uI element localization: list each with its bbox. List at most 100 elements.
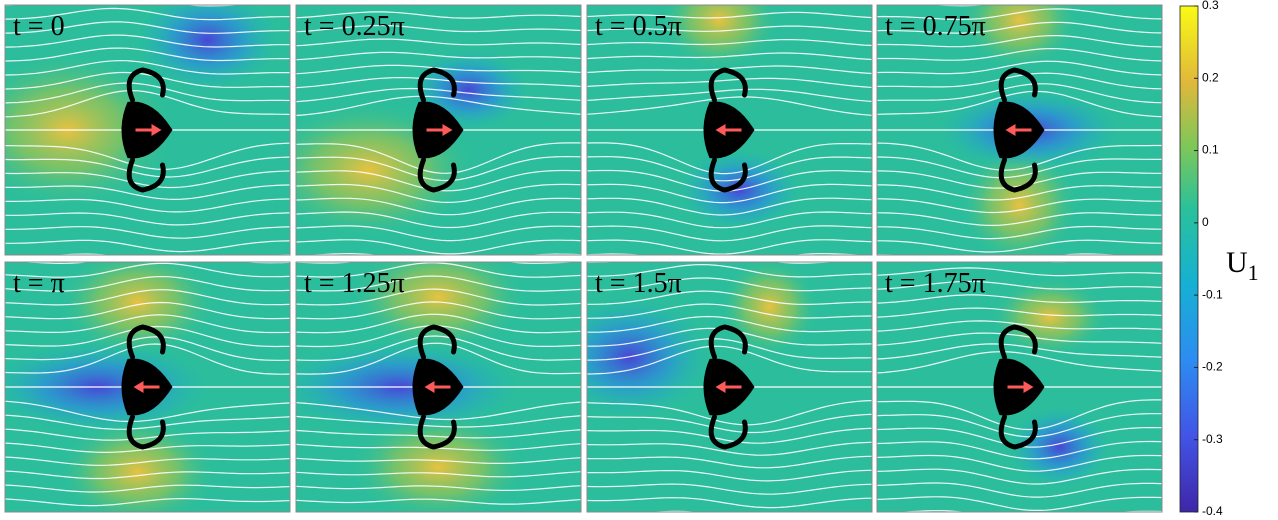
streamline xyxy=(5,414,290,430)
panel-frame xyxy=(4,261,291,513)
streamline xyxy=(5,47,290,62)
streamline xyxy=(877,440,1162,460)
field-blob xyxy=(57,262,218,357)
streamline xyxy=(5,21,290,34)
streamline xyxy=(877,294,1162,304)
appendage xyxy=(417,414,457,450)
appendage xyxy=(126,157,166,193)
streamline xyxy=(587,142,872,175)
panel xyxy=(5,5,290,255)
streamline xyxy=(5,442,290,453)
streamline xyxy=(5,71,290,90)
appendage xyxy=(417,324,457,360)
streamline xyxy=(587,239,872,255)
streamline xyxy=(296,262,581,278)
streamline xyxy=(877,156,1162,179)
streamline xyxy=(877,351,1162,374)
field-blob xyxy=(989,277,1110,357)
streamline xyxy=(877,170,1162,189)
colorbar-label-main: U xyxy=(1226,246,1248,279)
streamline xyxy=(587,399,872,426)
panel xyxy=(587,262,872,512)
direction-arrowhead xyxy=(133,381,144,393)
appendage xyxy=(998,324,1038,360)
streamline xyxy=(877,468,1162,485)
streamline xyxy=(5,34,290,48)
streamline xyxy=(296,301,581,320)
streamline xyxy=(296,87,581,103)
panel-label: t = π xyxy=(13,268,65,299)
streamline xyxy=(877,212,1162,227)
streamline xyxy=(877,35,1162,48)
appendage xyxy=(126,324,166,360)
appendage xyxy=(126,67,166,103)
streamline xyxy=(877,90,1162,118)
appendage xyxy=(417,67,457,103)
direction-arrowhead xyxy=(151,124,162,136)
streamline xyxy=(296,24,581,33)
panel-label: t = 0.5π xyxy=(595,11,682,42)
appendage xyxy=(708,157,748,193)
streamline xyxy=(5,7,290,21)
panel-frame xyxy=(876,4,1163,256)
streamline xyxy=(296,262,581,264)
streamline xyxy=(877,47,1162,62)
streamline xyxy=(296,225,581,242)
colorbar-tick-label: -0.2 xyxy=(1202,360,1223,374)
streamline xyxy=(296,183,581,204)
streamline xyxy=(296,401,581,421)
colorbar-tick-label: 0 xyxy=(1202,215,1209,229)
appendage xyxy=(708,324,748,360)
appendage xyxy=(417,157,457,193)
streamline xyxy=(587,263,872,278)
colorbar-tick-label: 0.2 xyxy=(1202,70,1219,84)
streamline xyxy=(877,198,1162,214)
streamline xyxy=(587,427,872,444)
streamline xyxy=(587,88,872,103)
streamline xyxy=(296,415,581,428)
appendage xyxy=(708,414,748,450)
streamline xyxy=(5,498,290,507)
panel-frame xyxy=(4,4,291,256)
streamline xyxy=(877,83,1162,104)
panel-label: t = 0 xyxy=(13,11,65,42)
colorbar-label: U1 xyxy=(1226,246,1259,285)
streamline xyxy=(587,345,872,375)
streamline xyxy=(296,342,581,375)
direction-arrowhead xyxy=(1005,124,1016,136)
appendage xyxy=(126,414,166,450)
streamline xyxy=(5,301,290,320)
colorbar-label-sub: 1 xyxy=(1248,260,1259,285)
streamline xyxy=(587,277,872,292)
panel-frame xyxy=(876,261,1163,513)
streamline xyxy=(296,95,581,117)
streamline xyxy=(587,211,872,229)
streamline xyxy=(877,332,1162,346)
colorbar-tick-label: -0.4 xyxy=(1202,504,1223,518)
streamline xyxy=(587,25,872,33)
streamline xyxy=(587,11,872,19)
streamline xyxy=(587,497,872,509)
streamline xyxy=(5,89,290,118)
streamline xyxy=(5,239,290,253)
streamline xyxy=(296,429,581,439)
direction-arrowhead xyxy=(715,381,726,393)
panel-frame xyxy=(295,4,582,256)
streamline xyxy=(296,38,581,47)
streamline xyxy=(296,239,581,255)
streamline xyxy=(296,142,581,174)
appendage xyxy=(998,414,1038,450)
streamline xyxy=(877,343,1162,360)
streamline xyxy=(877,142,1162,171)
field-blob xyxy=(959,5,1080,70)
panel-label: t = 1.5π xyxy=(595,268,682,299)
colorbar-tick-label: 0.3 xyxy=(1202,0,1219,12)
streamline xyxy=(452,5,480,6)
streamline xyxy=(5,262,290,278)
streamline xyxy=(877,482,1162,498)
streamline xyxy=(296,11,581,19)
streamline xyxy=(296,485,581,491)
panel xyxy=(877,5,1162,255)
panel-frame xyxy=(586,4,873,256)
